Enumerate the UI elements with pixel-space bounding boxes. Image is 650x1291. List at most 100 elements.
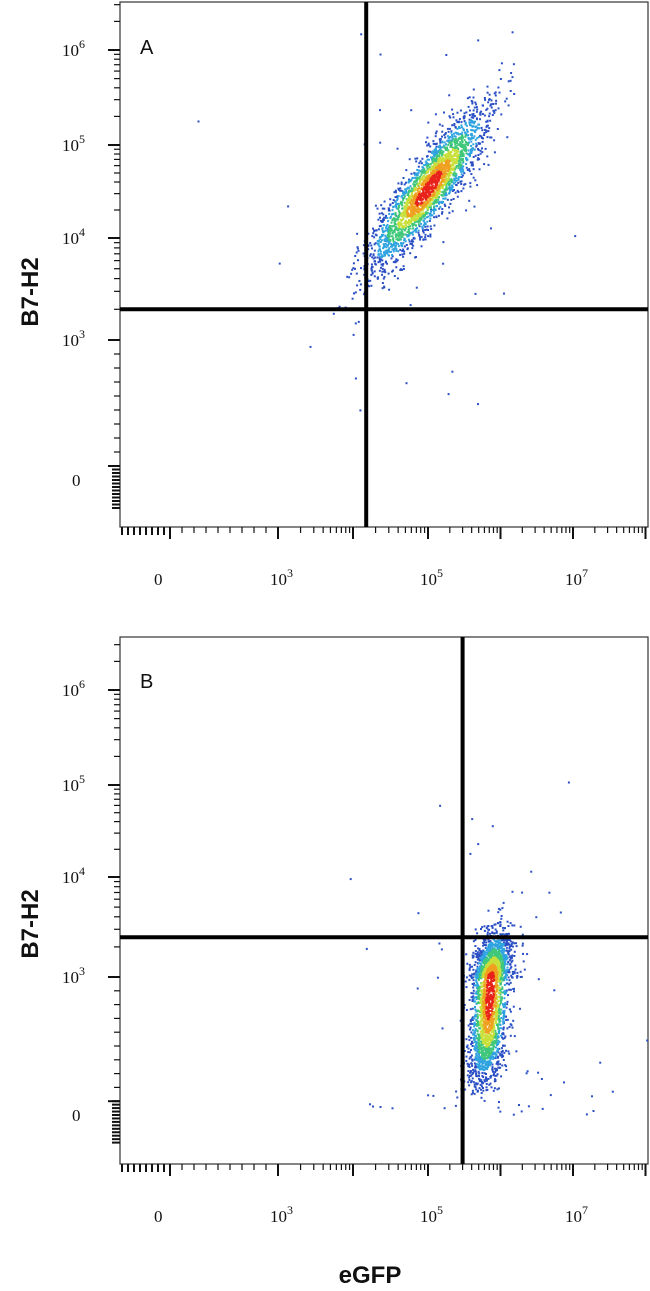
scatter-point (436, 177, 439, 180)
scatter-point (411, 208, 413, 211)
scatter-point (482, 137, 484, 140)
scatter-point (440, 194, 443, 196)
scatter-point (444, 177, 447, 180)
scatter-point (459, 164, 462, 167)
scatter-point (489, 1035, 492, 1038)
scatter-point (479, 1068, 482, 1071)
scatter-point (390, 235, 393, 238)
scatter-point (440, 180, 443, 183)
scatter-point (470, 140, 473, 143)
scatter-point (469, 124, 471, 127)
scatter-point (414, 256, 417, 259)
scatter-point (403, 222, 406, 225)
scatter-point (469, 1071, 472, 1074)
scatter-point (498, 1019, 501, 1022)
scatter-point (375, 234, 378, 237)
scatter-point (486, 119, 489, 122)
scatter-point (391, 209, 394, 212)
scatter-point (408, 219, 411, 221)
scatter-point (478, 975, 481, 978)
scatter-point (475, 1083, 478, 1086)
scatter-point (470, 116, 473, 119)
scatter-point (474, 130, 477, 133)
scatter-point (504, 956, 507, 959)
scatter-point (585, 1113, 588, 1116)
scatter-point (508, 1052, 511, 1055)
scatter-point (397, 250, 400, 253)
scatter-point (473, 205, 476, 208)
scatter-point (482, 1062, 485, 1065)
scatter-point (429, 235, 432, 238)
scatter-point (491, 1047, 493, 1050)
scatter-point (400, 222, 403, 225)
scatter-point (496, 956, 499, 959)
scatter-point (481, 993, 484, 996)
scatter-point (462, 160, 465, 163)
scatter-point (501, 1036, 504, 1039)
scatter-point (403, 207, 406, 210)
scatter-point (470, 977, 473, 980)
scatter-point (379, 53, 382, 56)
scatter-point (508, 943, 511, 946)
scatter-point (395, 205, 397, 208)
scatter-point (378, 245, 381, 248)
scatter-point (439, 184, 442, 187)
scatter-point (482, 955, 485, 958)
scatter-point (460, 173, 463, 176)
scatter-point (389, 204, 392, 207)
scatter-point (473, 972, 476, 975)
scatter-point (481, 147, 483, 150)
scatter-point (462, 127, 465, 130)
scatter-point (407, 190, 410, 193)
scatter-point (422, 190, 425, 193)
scatter-point (470, 1074, 473, 1077)
scatter-point (411, 200, 414, 202)
scatter-point (474, 950, 477, 953)
scatter-point (391, 254, 394, 256)
scatter-point (417, 196, 420, 199)
scatter-point (472, 137, 475, 140)
scatter-point (463, 183, 466, 186)
scatter-point (382, 213, 385, 216)
scatter-point (522, 960, 525, 963)
scatter-point (428, 163, 431, 166)
scatter-point (419, 160, 422, 163)
scatter-point (496, 1069, 498, 1072)
scatter-point (376, 207, 379, 210)
scatter-point (385, 260, 387, 263)
scatter-point (496, 1001, 499, 1004)
scatter-point (492, 1089, 495, 1092)
scatter-point (541, 1107, 544, 1110)
scatter-point (423, 186, 426, 189)
scatter-point (402, 248, 405, 251)
scatter-point (371, 247, 373, 250)
scatter-point (465, 163, 468, 165)
scatter-point (370, 273, 373, 276)
scatter-point (497, 1003, 500, 1006)
scatter-point (499, 954, 502, 957)
scatter-point (476, 137, 479, 140)
scatter-point (402, 177, 405, 179)
scatter-point (511, 31, 514, 34)
scatter-point (467, 137, 470, 140)
scatter-point (487, 938, 490, 941)
scatter-point (511, 76, 514, 79)
scatter-point (430, 228, 433, 230)
scatter-point (354, 322, 357, 325)
scatter-point (487, 948, 489, 951)
scatter-point (475, 1022, 478, 1025)
scatter-point (421, 188, 424, 191)
scatter-point (448, 206, 450, 209)
scatter-point (480, 1032, 483, 1035)
scatter-point (469, 154, 472, 157)
scatter-point (507, 976, 510, 979)
scatter-point (511, 970, 514, 973)
scatter-point (397, 195, 400, 198)
scatter-point (387, 231, 390, 234)
scatter-point (424, 233, 427, 236)
scatter-point (504, 100, 507, 103)
scatter-point (401, 230, 404, 233)
scatter-point (399, 237, 402, 240)
scatter-point (397, 202, 400, 205)
scatter-point (509, 963, 512, 966)
